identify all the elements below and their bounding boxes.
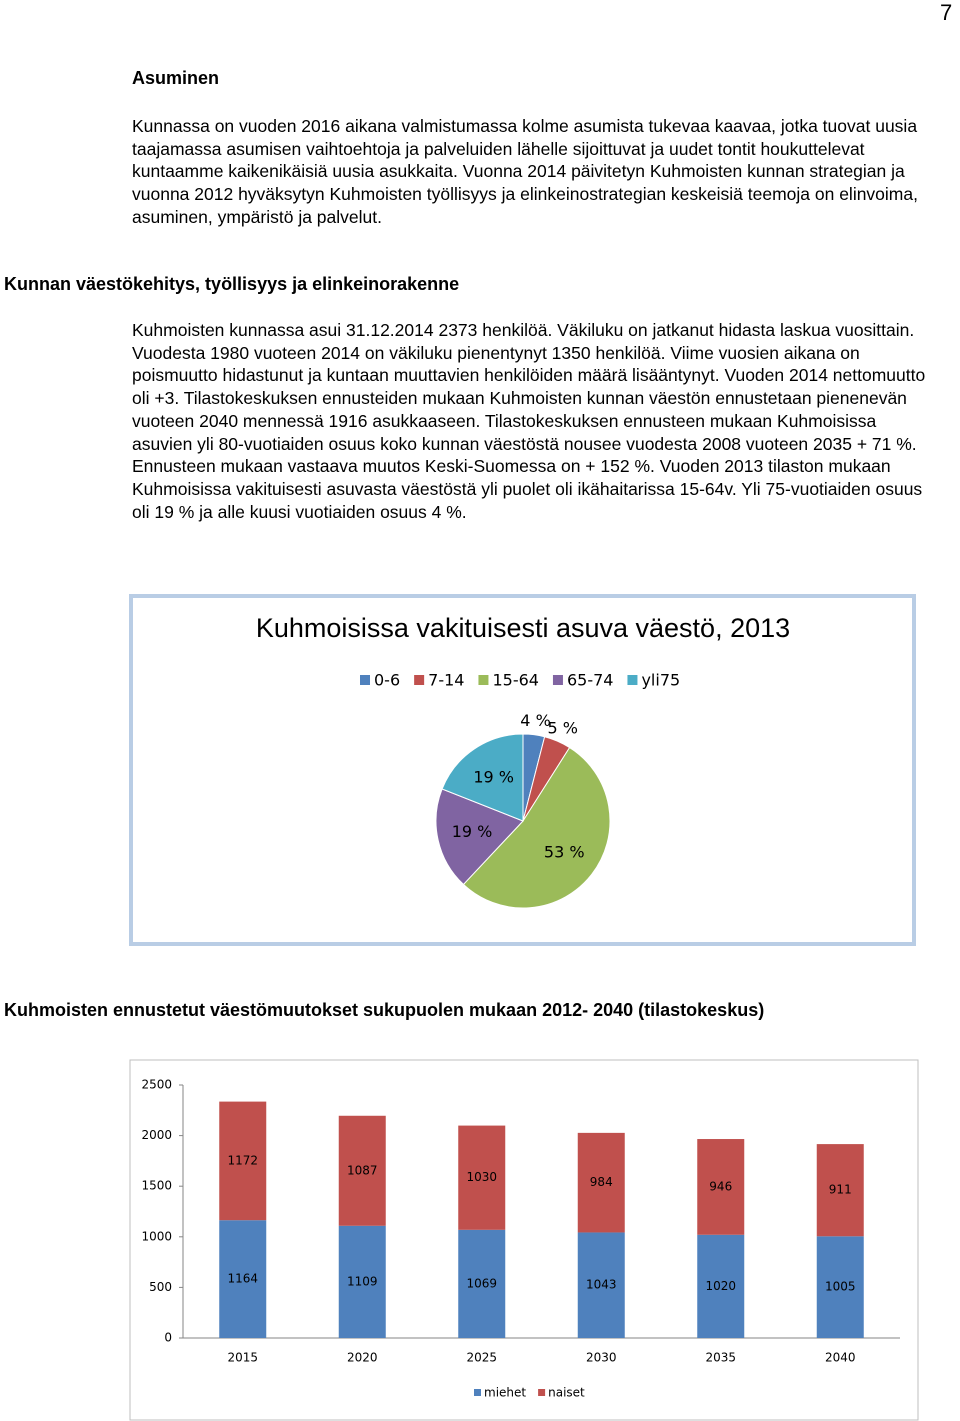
bar-segment	[577, 1232, 625, 1338]
data-label: 946	[709, 1179, 732, 1193]
x-tick-label: 2015	[227, 1351, 258, 1365]
pie-slice	[441, 733, 524, 822]
bar-segment	[219, 1101, 267, 1221]
data-label: 1020	[705, 1279, 736, 1293]
data-label: 1087	[347, 1163, 378, 1177]
data-label: 1030	[466, 1170, 497, 1184]
legend-label: 0-6	[374, 671, 400, 690]
chart-heading: Kuhmoisten ennustetut väestömuutokset su…	[4, 1000, 765, 1020]
paragraph: Kuhmoisten kunnassa asui 31.12.2014 2373…	[132, 320, 926, 522]
x-tick-label: 2040	[825, 1351, 856, 1365]
legend-label: 65-74	[567, 671, 614, 690]
data-label: 1164	[227, 1272, 258, 1286]
legend-label: miehet	[484, 1386, 526, 1400]
bar-segment	[219, 1220, 267, 1338]
bar-segment	[697, 1139, 745, 1235]
data-label: 1005	[825, 1280, 856, 1294]
data-label: 4 %	[520, 711, 550, 730]
data-label: 53 %	[544, 842, 585, 861]
bar-segment	[458, 1229, 506, 1338]
bar-segment	[458, 1125, 506, 1230]
y-tick-label: 500	[149, 1280, 172, 1294]
y-tick-label: 0	[164, 1331, 172, 1345]
legend-swatch	[552, 675, 563, 685]
legend-swatch	[627, 675, 638, 685]
legend-label: yli75	[641, 671, 680, 690]
bar-segment	[816, 1236, 864, 1338]
data-label: 984	[590, 1175, 613, 1189]
legend-label: naiset	[548, 1386, 585, 1400]
data-label: 1109	[347, 1274, 378, 1288]
data-label: 1069	[466, 1276, 497, 1290]
chart-title: Kuhmoisissa vakituisesti asuva väestö, 2…	[256, 613, 790, 643]
legend-label: 7-14	[428, 671, 464, 690]
legend-swatch	[360, 675, 370, 685]
legend-label: 15-64	[492, 671, 539, 690]
bar-segment	[338, 1115, 386, 1226]
pie-slice	[462, 746, 611, 909]
page-number: 7	[940, 0, 953, 25]
y-tick-label: 1000	[141, 1229, 172, 1243]
x-tick-label: 2030	[586, 1351, 617, 1365]
data-label: 19 %	[452, 822, 493, 841]
legend-swatch	[474, 1389, 481, 1396]
x-tick-label: 2025	[466, 1351, 497, 1365]
y-tick-label: 2500	[141, 1078, 172, 1092]
data-label: 1172	[227, 1153, 258, 1167]
data-label: 1043	[586, 1278, 617, 1292]
bar-segment	[816, 1144, 864, 1237]
legend-swatch	[414, 675, 425, 685]
section-heading: Kunnan väestökehitys, työllisyys ja elin…	[4, 274, 460, 294]
bar-segment	[697, 1234, 745, 1338]
legend-swatch	[538, 1389, 546, 1396]
x-tick-label: 2020	[347, 1351, 378, 1365]
data-label: 5 %	[548, 719, 578, 738]
bar-segment	[338, 1225, 386, 1338]
legend-swatch	[478, 675, 489, 685]
y-tick-label: 2000	[141, 1128, 172, 1142]
bar-segment	[577, 1132, 625, 1233]
x-tick-label: 2035	[705, 1351, 736, 1365]
y-tick-label: 1500	[141, 1179, 172, 1193]
heading: Asuminen	[132, 68, 220, 88]
data-label: 911	[829, 1183, 852, 1197]
paragraph: Kunnassa on vuoden 2016 aikana valmistum…	[132, 116, 918, 227]
data-label: 19 %	[473, 767, 514, 786]
